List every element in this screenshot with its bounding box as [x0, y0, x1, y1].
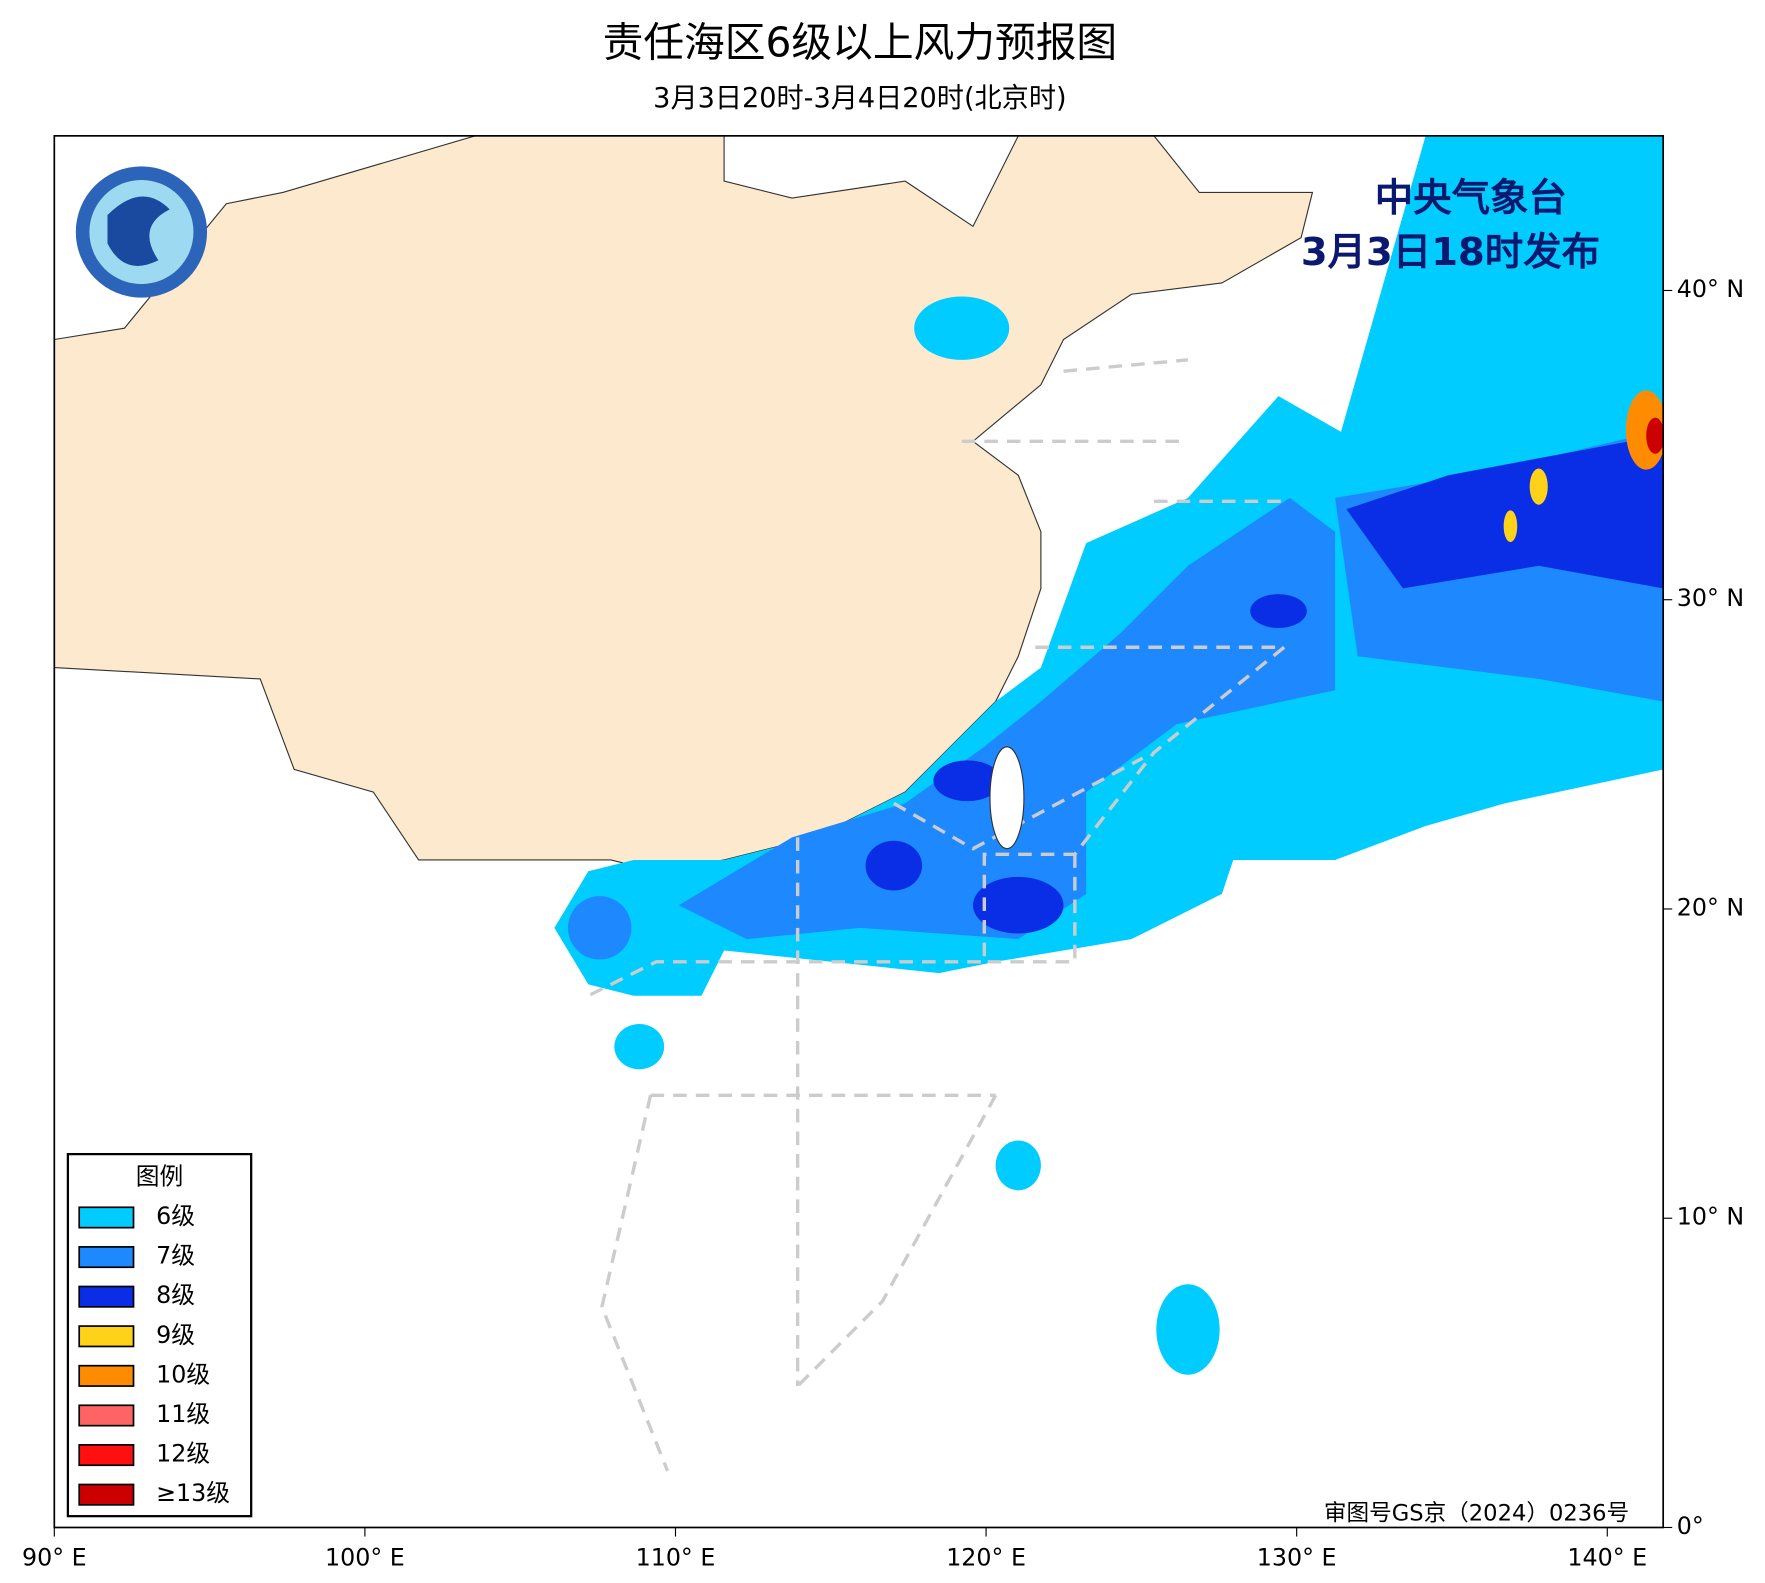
legend-label: 11级 — [156, 1400, 210, 1428]
y-tick-label: 10° N — [1677, 1203, 1744, 1231]
legend-label: 9级 — [156, 1321, 195, 1349]
map-frame — [53, 134, 1665, 1529]
x-tick-label: 130° E — [1257, 1544, 1337, 1572]
y-tick-label: 20° N — [1677, 893, 1744, 921]
legend-swatch — [78, 1206, 135, 1229]
legend-swatch — [78, 1364, 135, 1387]
wind-6 — [554, 135, 1664, 1375]
issuer: 中央气象台 — [1375, 176, 1567, 221]
y-tick-label: 0° — [1677, 1512, 1704, 1540]
legend: 图例 6级 7级 8级 9级 10级 11级 12级 ≥13级 — [66, 1152, 253, 1518]
copyright: 审图号GS京（2024）0236号 — [1324, 1500, 1629, 1526]
legend-title: 图例 — [136, 1162, 184, 1190]
issue-time: 3月3日18时发布 — [1301, 230, 1600, 275]
legend-label: 10级 — [156, 1360, 210, 1388]
legend-swatch — [78, 1483, 135, 1506]
legend-swatch — [78, 1404, 135, 1427]
map-title: 责任海区6级以上风力预报图 — [603, 18, 1118, 66]
sea-area-borders — [587, 358, 1290, 1472]
legend-label: 8级 — [156, 1281, 195, 1309]
logo — [75, 166, 208, 298]
x-tick-label: 120° E — [946, 1544, 1026, 1572]
wind-8 — [865, 441, 1664, 934]
taiwan — [989, 746, 1025, 850]
legend-swatch — [78, 1444, 135, 1467]
legend-swatch — [78, 1285, 135, 1308]
x-tick-label: 100° E — [325, 1544, 405, 1572]
x-tick-label: 140° E — [1567, 1544, 1647, 1572]
map-subtitle: 3月3日20时-3月4日20时(北京时) — [653, 83, 1066, 114]
legend-swatch — [78, 1246, 135, 1269]
legend-label: 7级 — [156, 1242, 195, 1270]
y-tick-label: 30° N — [1677, 584, 1744, 612]
legend-swatch — [78, 1325, 135, 1348]
legend-label: 12级 — [156, 1440, 210, 1468]
map-area — [54, 135, 1664, 1528]
x-tick-label: 90° E — [22, 1544, 87, 1572]
y-tick-label: 40° N — [1677, 275, 1744, 303]
x-tick-label: 110° E — [636, 1544, 716, 1572]
wind-high — [1503, 390, 1664, 543]
legend-label: ≥13级 — [156, 1479, 230, 1507]
legend-label: 6级 — [156, 1202, 195, 1230]
